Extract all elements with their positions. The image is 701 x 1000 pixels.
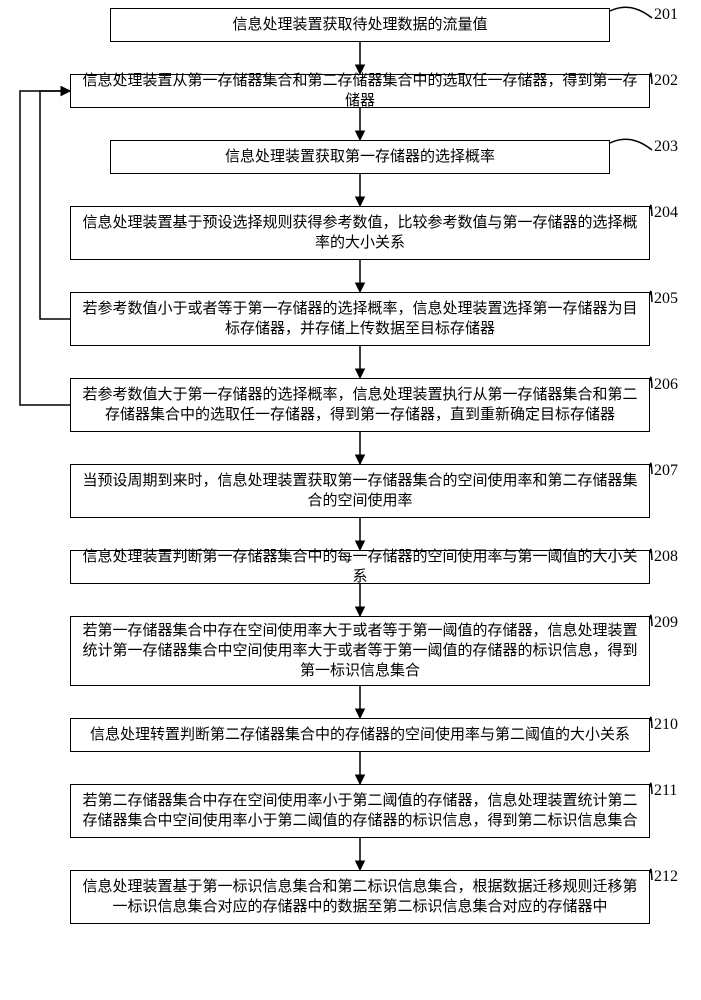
flow-node-n208: 信息处理装置判断第一存储器集合中的每一存储器的空间使用率与第一阈值的大小关系 [70, 550, 650, 584]
node-text: 若参考数值小于或者等于第一存储器的选择概率，信息处理装置选择第一存储器为目标存储… [81, 299, 639, 340]
step-label-205: 205 [654, 290, 678, 308]
step-label-202: 202 [654, 72, 678, 90]
step-label-207: 207 [654, 462, 678, 480]
flow-node-n206: 若参考数值大于第一存储器的选择概率，信息处理装置执行从第一存储器集合和第二存储器… [70, 378, 650, 432]
flow-node-n207: 当预设周期到来时，信息处理装置获取第一存储器集合的空间使用率和第二存储器集合的空… [70, 464, 650, 518]
step-label-210: 210 [654, 716, 678, 734]
step-label-201: 201 [654, 6, 678, 24]
node-text: 若第二存储器集合中存在空间使用率小于第二阈值的存储器，信息处理装置统计第二存储器… [81, 791, 639, 832]
flowchart-canvas: 信息处理装置获取待处理数据的流量值 201 信息处理装置从第一存储器集合和第二存储器… [0, 0, 701, 1000]
node-text: 信息处理装置获取待处理数据的流量值 [232, 15, 487, 35]
node-text: 若参考数值大于第一存储器的选择概率，信息处理装置执行从第一存储器集合和第二存储器… [81, 385, 639, 426]
step-label-208: 208 [654, 548, 678, 566]
node-text: 当预设周期到来时，信息处理装置获取第一存储器集合的空间使用率和第二存储器集合的空… [81, 471, 639, 512]
flow-node-n209: 若第一存储器集合中存在空间使用率大于或者等于第一阈值的存储器，信息处理装置统计第… [70, 616, 650, 686]
flow-node-n212: 信息处理装置基于第一标识信息集合和第二标识信息集合，根据数据迁移规则迁移第一标识… [70, 870, 650, 924]
flow-node-n205: 若参考数值小于或者等于第一存储器的选择概率，信息处理装置选择第一存储器为目标存储… [70, 292, 650, 346]
step-label-212: 212 [654, 868, 678, 886]
node-text: 信息处理装置从第一存储器集合和第二存储器集合中的选取任一存储器，得到第一存储器 [81, 71, 639, 112]
flow-node-n210: 信息处理转置判断第二存储器集合中的存储器的空间使用率与第二阈值的大小关系 [70, 718, 650, 752]
step-label-211: 211 [654, 782, 677, 800]
node-text: 信息处理装置基于第一标识信息集合和第二标识信息集合，根据数据迁移规则迁移第一标识… [81, 877, 639, 918]
step-label-206: 206 [654, 376, 678, 394]
step-label-204: 204 [654, 204, 678, 222]
node-text: 若第一存储器集合中存在空间使用率大于或者等于第一阈值的存储器，信息处理装置统计第… [81, 621, 639, 682]
step-label-203: 203 [654, 138, 678, 156]
node-text: 信息处理装置获取第一存储器的选择概率 [225, 147, 495, 167]
step-label-209: 209 [654, 614, 678, 632]
flow-node-n203: 信息处理装置获取第一存储器的选择概率 [110, 140, 610, 174]
flow-node-n201: 信息处理装置获取待处理数据的流量值 [110, 8, 610, 42]
node-text: 信息处理转置判断第二存储器集合中的存储器的空间使用率与第二阈值的大小关系 [90, 725, 630, 745]
flow-node-n211: 若第二存储器集合中存在空间使用率小于第二阈值的存储器，信息处理装置统计第二存储器… [70, 784, 650, 838]
flow-node-n204: 信息处理装置基于预设选择规则获得参考数值，比较参考数值与第一存储器的选择概率的大… [70, 206, 650, 260]
flow-node-n202: 信息处理装置从第一存储器集合和第二存储器集合中的选取任一存储器，得到第一存储器 [70, 74, 650, 108]
node-text: 信息处理装置判断第一存储器集合中的每一存储器的空间使用率与第一阈值的大小关系 [81, 547, 639, 588]
node-text: 信息处理装置基于预设选择规则获得参考数值，比较参考数值与第一存储器的选择概率的大… [81, 213, 639, 254]
